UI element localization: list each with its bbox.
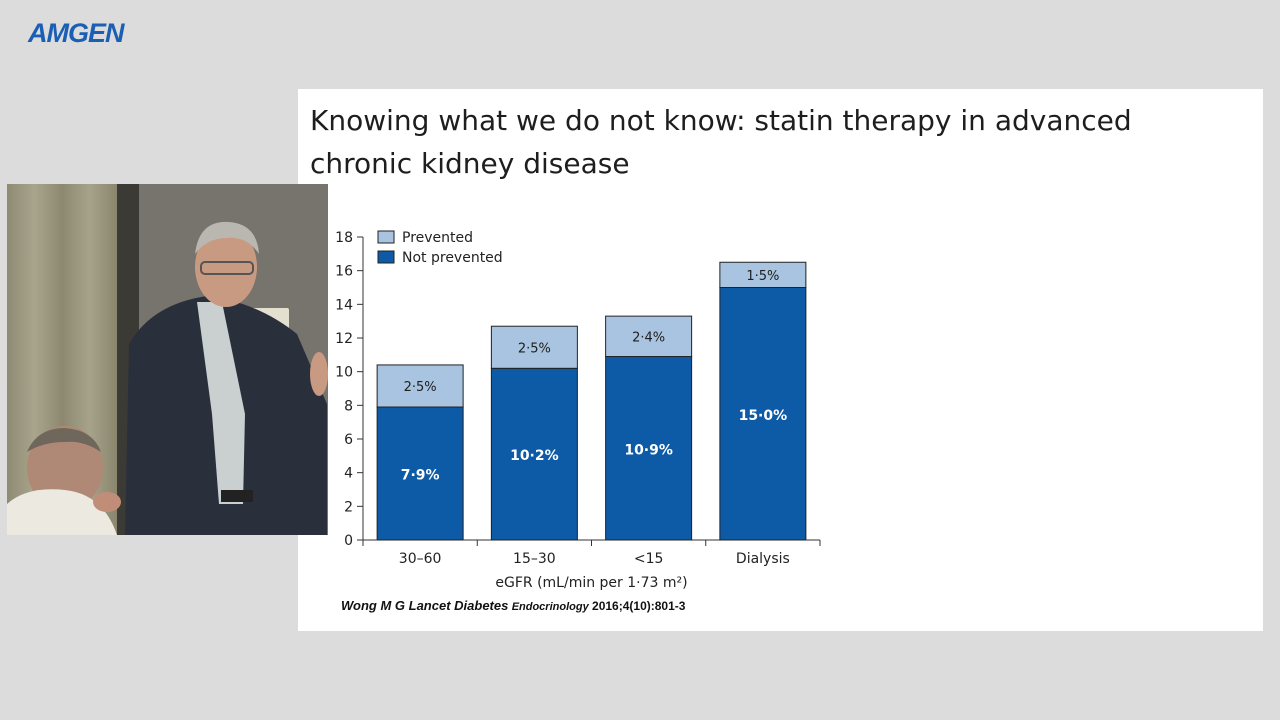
data-label-not-prevented: 15·0% — [739, 408, 788, 424]
legend-swatch — [377, 250, 395, 264]
citation-ref: 2016;4(10):801-3 — [592, 599, 686, 613]
presenter-video-inset — [7, 184, 328, 535]
bar-segment-not-prevented — [376, 406, 464, 541]
bar-segment-not-prevented — [490, 367, 578, 541]
slide-panel: Knowing what we do not know: statin ther… — [298, 89, 1263, 631]
bar-segment-not-prevented — [605, 356, 693, 541]
x-tick-label: 15–30 — [513, 551, 556, 567]
data-label-prevented: 2·5% — [404, 380, 437, 395]
data-label-not-prevented: 10·9% — [624, 442, 673, 458]
data-label-prevented: 1·5% — [746, 269, 779, 284]
presenter-video-icon — [7, 184, 328, 535]
legend-label: Not prevented — [402, 250, 503, 266]
y-tick-label: 10 — [335, 365, 353, 381]
bar-segment-prevented — [605, 315, 693, 358]
citation-journal: Wong M G Lancet Diabetes — [341, 598, 509, 613]
bar-segment-prevented — [719, 261, 807, 288]
citation: Wong M G Lancet Diabetes Endocrinology 2… — [341, 598, 685, 613]
y-tick-label: 14 — [335, 297, 353, 313]
stacked-bar-chart: 0 2 4 6 8 10 12 14 16 18 7·9% 2·5% 30–60 10·2% 2·5% 15–… — [335, 230, 821, 591]
y-tick-label: 2 — [344, 499, 353, 515]
data-label-not-prevented: 7·9% — [401, 468, 440, 484]
bar-segment-not-prevented — [719, 287, 807, 541]
bar-segment-prevented — [490, 325, 578, 369]
slide-title-line-2: chronic kidney disease — [310, 147, 630, 180]
x-axis-title: eGFR (mL/min per 1·73 m²) — [495, 575, 687, 591]
y-tick-label: 4 — [344, 466, 353, 482]
y-tick-label: 8 — [344, 398, 353, 414]
y-tick-label: 16 — [335, 264, 353, 280]
citation-journal-abbr: Endocrinology — [511, 601, 589, 613]
bar-segment-prevented — [376, 364, 464, 408]
data-label-prevented: 2·5% — [518, 341, 551, 356]
legend-swatch — [377, 230, 395, 244]
y-tick-label: 6 — [344, 432, 353, 448]
y-tick-label: 12 — [335, 331, 353, 347]
slide-title: Knowing what we do not know: statin ther… — [310, 99, 1210, 185]
data-label-not-prevented: 10·2% — [510, 448, 559, 464]
data-label-prevented: 2·4% — [632, 330, 665, 345]
amgen-logo: AMGEN — [28, 18, 124, 48]
slide-title-line-1: Knowing what we do not know: statin ther… — [310, 104, 1132, 137]
y-tick-label: 0 — [344, 533, 353, 549]
y-tick-label: 18 — [335, 230, 353, 246]
x-tick-label: Dialysis — [736, 551, 790, 567]
legend-label: Prevented — [402, 230, 473, 246]
x-tick-label: <15 — [634, 551, 664, 567]
x-tick-label: 30–60 — [399, 551, 442, 567]
